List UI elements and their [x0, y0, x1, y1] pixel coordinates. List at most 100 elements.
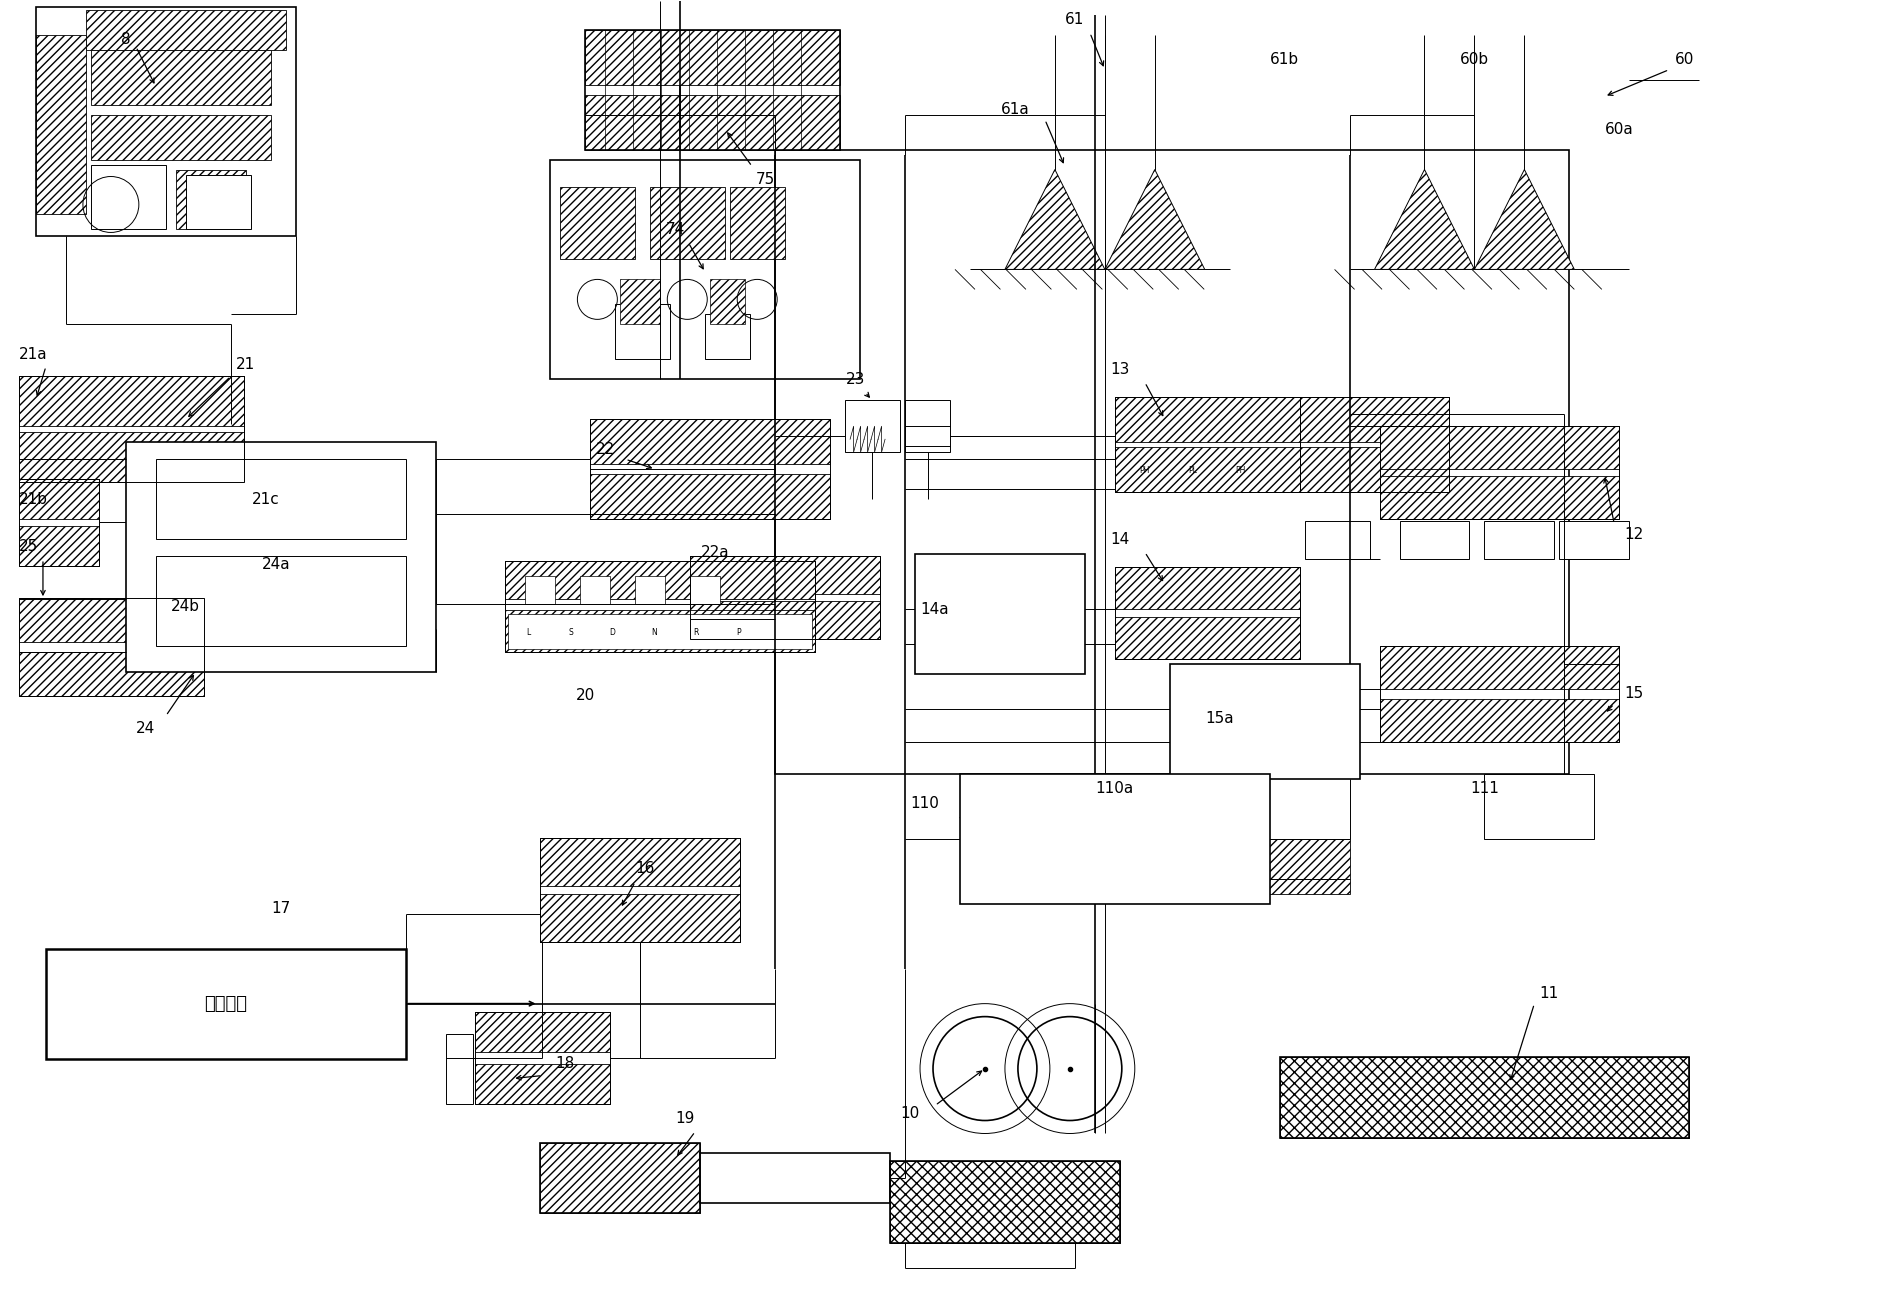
Bar — [91, 50, 271, 105]
Text: 20: 20 — [575, 689, 594, 703]
Text: 24: 24 — [136, 721, 155, 736]
Bar — [776, 150, 1568, 774]
Text: PH: PH — [1235, 465, 1245, 474]
Bar — [1379, 426, 1620, 469]
Bar — [889, 1162, 1120, 1243]
Text: P: P — [736, 628, 740, 636]
Bar — [45, 949, 405, 1059]
Bar — [971, 838, 1084, 894]
Text: 18: 18 — [556, 1056, 575, 1071]
Bar — [615, 305, 670, 359]
Bar — [1056, 813, 1165, 879]
Text: 61a: 61a — [1001, 102, 1029, 117]
Bar — [475, 1012, 611, 1051]
Text: 61: 61 — [1065, 12, 1084, 28]
Bar — [959, 774, 1270, 904]
Bar — [691, 600, 880, 639]
Bar — [19, 432, 244, 482]
Bar — [581, 576, 611, 604]
Polygon shape — [1375, 170, 1474, 269]
Text: 61b: 61b — [1270, 53, 1300, 67]
Text: 21b: 21b — [19, 491, 47, 507]
Text: S: S — [568, 628, 573, 636]
Bar — [1485, 774, 1595, 838]
Bar — [541, 1143, 700, 1213]
Text: L: L — [526, 628, 530, 636]
Bar — [1279, 1056, 1690, 1138]
Text: 21a: 21a — [19, 347, 47, 361]
Bar — [590, 419, 831, 519]
Text: 15a: 15a — [1205, 711, 1234, 727]
Bar — [541, 838, 740, 942]
Bar — [1379, 476, 1620, 519]
Text: 21: 21 — [236, 357, 255, 372]
Text: 14a: 14a — [921, 602, 950, 616]
Bar — [560, 188, 636, 259]
Bar — [1114, 447, 1300, 493]
Bar — [1379, 699, 1620, 742]
Bar — [1400, 522, 1470, 558]
Bar — [710, 280, 745, 325]
Bar — [1279, 1056, 1690, 1138]
Bar — [1169, 664, 1360, 779]
Bar — [621, 280, 660, 325]
Text: 60b: 60b — [1461, 53, 1489, 67]
Bar — [1114, 568, 1300, 660]
Bar — [19, 480, 98, 519]
Bar — [541, 894, 740, 942]
Bar — [155, 556, 405, 646]
Text: PL: PL — [1188, 465, 1198, 474]
Bar — [1114, 568, 1300, 610]
Bar — [1114, 618, 1300, 660]
Polygon shape — [1005, 170, 1105, 269]
Bar — [730, 188, 785, 259]
Bar — [19, 652, 204, 696]
Bar — [585, 30, 840, 84]
Text: PH: PH — [1139, 465, 1150, 474]
Bar — [1485, 522, 1555, 558]
Text: 75: 75 — [755, 172, 776, 187]
Bar — [1379, 426, 1620, 519]
Bar — [19, 376, 244, 482]
Bar — [185, 175, 252, 230]
Text: 19: 19 — [675, 1112, 694, 1126]
Bar — [19, 598, 204, 643]
Polygon shape — [1105, 170, 1205, 269]
Text: D: D — [609, 628, 615, 636]
Bar — [551, 159, 861, 380]
Text: N: N — [651, 628, 657, 636]
Bar — [904, 401, 950, 452]
Text: 23: 23 — [846, 372, 865, 386]
Text: 10: 10 — [901, 1106, 920, 1121]
Text: 8: 8 — [121, 32, 131, 47]
Bar — [1305, 522, 1370, 558]
Bar — [505, 561, 815, 599]
Bar — [475, 1063, 611, 1104]
Text: 21c: 21c — [252, 491, 280, 507]
Bar — [651, 188, 725, 259]
Bar — [19, 480, 98, 566]
Bar — [176, 170, 246, 230]
Text: 25: 25 — [19, 539, 38, 553]
Bar — [19, 526, 98, 566]
Text: 60a: 60a — [1604, 122, 1633, 137]
Bar — [85, 9, 286, 50]
Bar — [155, 459, 405, 539]
Bar — [706, 314, 751, 359]
Bar — [36, 34, 85, 214]
Text: 润滑系统: 润滑系统 — [204, 995, 248, 1013]
Text: 13: 13 — [1111, 361, 1130, 377]
Text: 74: 74 — [666, 222, 685, 237]
Text: 24b: 24b — [172, 599, 201, 614]
Bar — [445, 1034, 473, 1104]
Bar — [590, 419, 831, 464]
Text: 110: 110 — [910, 796, 940, 811]
Bar — [505, 610, 815, 652]
Text: 14: 14 — [1111, 532, 1130, 547]
Text: R: R — [694, 628, 698, 636]
Bar — [1120, 838, 1235, 894]
Text: 12: 12 — [1625, 527, 1644, 541]
Bar — [36, 7, 295, 237]
Bar — [19, 598, 204, 696]
Bar — [1300, 447, 1449, 493]
